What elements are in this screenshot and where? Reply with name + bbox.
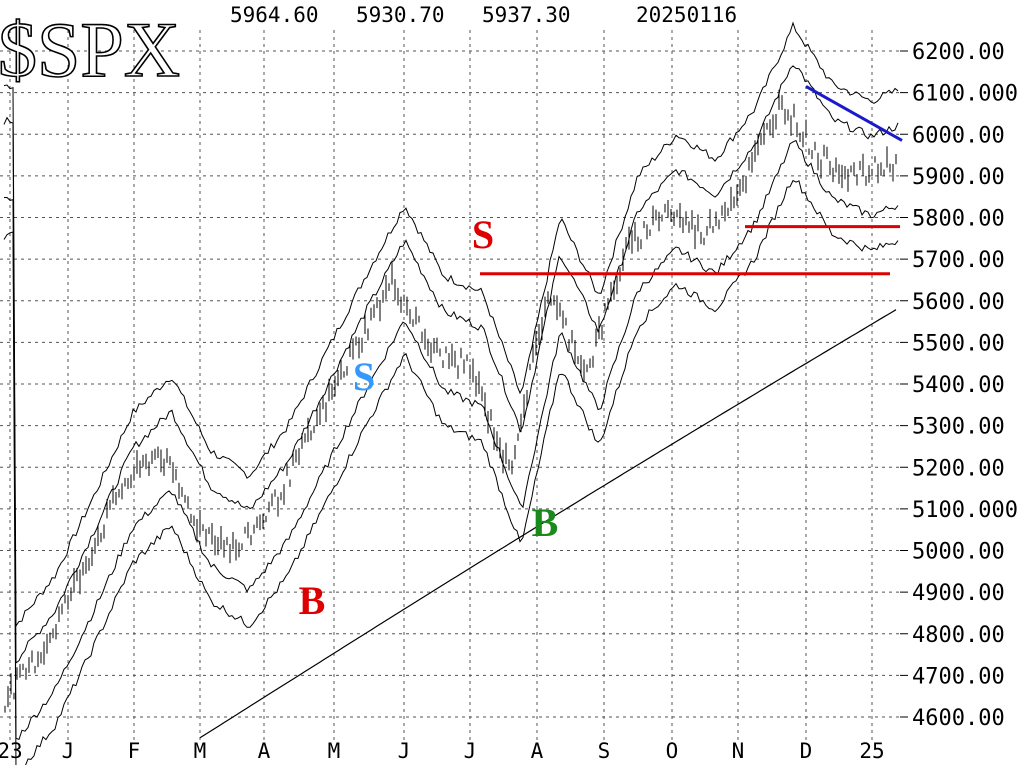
signal-label: S (472, 212, 494, 257)
x-tick-label: M (328, 739, 341, 763)
band-line (4, 139, 899, 741)
y-axis-ticks: 6200.00 6100.000 6000.00 5900.00 5800.00 5700… (900, 40, 1018, 731)
x-tick-label: N (732, 739, 745, 763)
header-value-1: 5964.60 (230, 3, 319, 27)
y-tick-label: 6200.00 (912, 40, 1005, 65)
price-bars (4, 89, 897, 713)
y-tick-label: 4700.00 (912, 664, 1005, 689)
x-tick-label: D (800, 739, 813, 763)
downtrend-line (805, 85, 903, 142)
trendline (805, 85, 903, 142)
x-tick-label: A (258, 739, 271, 763)
signal-label: B (299, 578, 326, 623)
y-tick-label: 4900.00 (912, 581, 1005, 606)
y-tick-label: 6000.00 (912, 123, 1005, 148)
x-axis-ticks: 23 J F M A M J J A S O N D 25 (0, 739, 885, 763)
bollinger-bands (3, 21, 899, 765)
x-tick-label: S (598, 739, 611, 763)
y-tick-label: 5000.00 (912, 540, 1005, 565)
signal-label: B (532, 500, 559, 545)
chart-title: $SPX (0, 6, 180, 93)
moving-average-line (199, 309, 897, 739)
band-line (3, 179, 899, 765)
x-tick-label: J (398, 739, 411, 763)
y-tick-label: 5800.00 (912, 207, 1005, 232)
horizontal-lines (480, 225, 900, 276)
annotations: S S B B (299, 212, 559, 623)
header-value-3: 5937.30 (482, 3, 571, 27)
x-tick-label: 23 (0, 739, 23, 763)
y-tick-label: 4800.00 (912, 623, 1005, 648)
y-tick-label: 5100.000 (912, 498, 1018, 523)
y-tick-label: 5900.00 (912, 165, 1005, 190)
band-line (3, 21, 899, 628)
header-value-2: 5930.70 (356, 3, 445, 27)
x-tick-label: O (666, 739, 679, 763)
y-tick-label: 5500.00 (912, 331, 1005, 356)
x-tick-label: 25 (859, 739, 884, 763)
band-line (3, 65, 899, 664)
x-tick-label: A (531, 739, 544, 763)
x-tick-label: J (62, 739, 75, 763)
y-tick-label: 5600.00 (912, 290, 1005, 315)
gridlines (0, 30, 900, 740)
y-tick-label: 6100.000 (912, 82, 1018, 107)
x-tick-label: J (464, 739, 477, 763)
y-tick-label: 5400.00 (912, 373, 1005, 398)
x-tick-label: M (194, 739, 207, 763)
x-tick-label: F (128, 739, 141, 763)
long-moving-average (199, 309, 897, 739)
y-tick-label: 5300.00 (912, 415, 1005, 440)
signal-label: S (353, 354, 375, 399)
header-date: 20250116 (636, 3, 737, 27)
y-tick-label: 4600.00 (912, 706, 1005, 731)
y-tick-label: 5700.00 (912, 248, 1005, 273)
y-tick-label: 5200.00 (912, 456, 1005, 481)
